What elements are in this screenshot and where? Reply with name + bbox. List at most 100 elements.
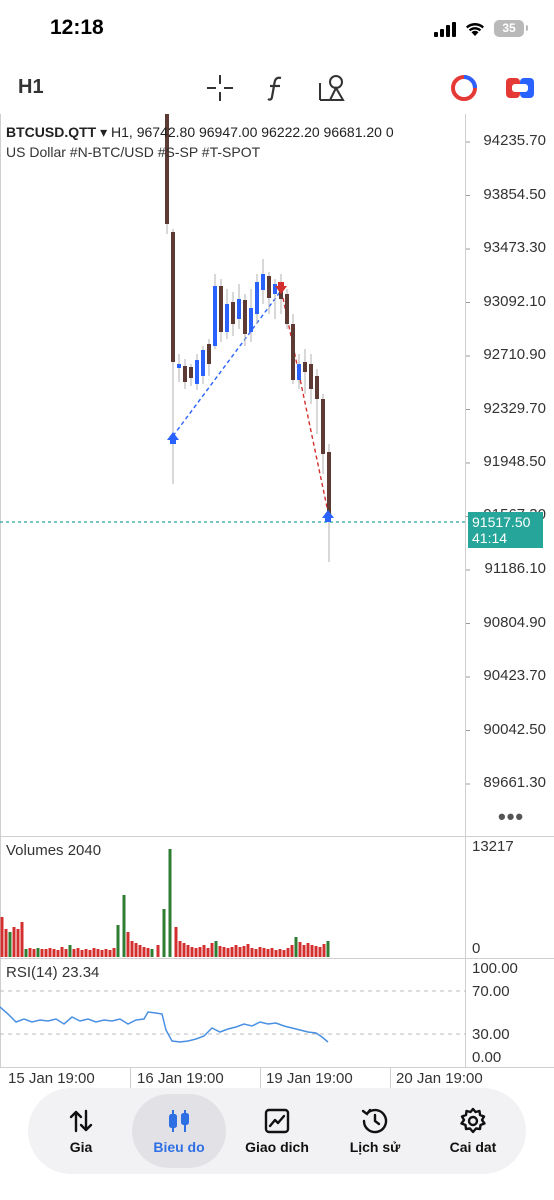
volume-bar bbox=[266, 949, 270, 957]
symbol-header[interactable]: BTCUSD.QTT ▾ H1, 96742.80 96947.00 96222… bbox=[6, 124, 394, 141]
volume-bar bbox=[168, 849, 172, 957]
volume-bar bbox=[134, 943, 138, 957]
volume-bar bbox=[138, 945, 142, 957]
volume-bar bbox=[306, 943, 310, 957]
price-label: 93854.50 bbox=[483, 186, 546, 203]
chart-area[interactable]: BTCUSD.QTT ▾ H1, 96742.80 96947.00 96222… bbox=[0, 114, 554, 1094]
volumes-min: 0 bbox=[472, 940, 481, 957]
volume-bar bbox=[20, 922, 24, 957]
volume-bar bbox=[76, 948, 80, 957]
rsi-level-label: 30.00 bbox=[472, 1026, 510, 1043]
volume-bar bbox=[282, 950, 286, 957]
signal-icon bbox=[434, 21, 456, 37]
candle-body bbox=[273, 284, 277, 294]
volume-bar bbox=[314, 946, 318, 957]
volume-bar bbox=[190, 947, 194, 957]
function-icon[interactable] bbox=[260, 72, 292, 104]
volume-bar bbox=[302, 945, 306, 957]
candle-body bbox=[195, 360, 199, 384]
volume-bar bbox=[326, 941, 330, 957]
date-label: 15 Jan 19:00 bbox=[8, 1070, 95, 1087]
candle-body bbox=[183, 366, 187, 382]
trade-icon[interactable] bbox=[448, 72, 480, 104]
trade-icon bbox=[264, 1108, 290, 1134]
date-label: 16 Jan 19:00 bbox=[137, 1070, 224, 1087]
chart-frame bbox=[0, 114, 554, 1068]
price-label: 91186.10 bbox=[484, 560, 546, 577]
nav-trade[interactable]: Giao dich bbox=[230, 1094, 324, 1168]
volume-bar bbox=[12, 927, 16, 957]
nav-label: Bieu do bbox=[153, 1139, 205, 1155]
nav-label: Gia bbox=[69, 1139, 93, 1155]
candle-body bbox=[201, 350, 205, 376]
price-axis-ticks bbox=[466, 141, 470, 785]
rsi-line bbox=[0, 1006, 329, 1043]
volume-bar bbox=[182, 943, 186, 957]
candle-body bbox=[165, 114, 169, 224]
volume-bar bbox=[210, 943, 214, 957]
timeframe-button[interactable]: H1 bbox=[18, 76, 44, 98]
nav-history[interactable]: Lịch sử bbox=[328, 1094, 422, 1168]
volume-bar bbox=[96, 949, 100, 957]
volume-bar bbox=[198, 947, 202, 957]
candle-body bbox=[255, 282, 259, 314]
volume-bar bbox=[68, 945, 72, 957]
volume-bar bbox=[310, 945, 314, 957]
volume-bar bbox=[72, 949, 76, 957]
volume-bar bbox=[36, 948, 40, 957]
volume-bar bbox=[238, 947, 242, 957]
trend-line-up bbox=[172, 291, 281, 437]
history-icon bbox=[361, 1108, 388, 1134]
candle-body bbox=[261, 274, 265, 290]
volume-bar bbox=[202, 945, 206, 957]
volume-bar bbox=[226, 948, 230, 957]
candle-body bbox=[285, 294, 289, 324]
price-label: 90804.90 bbox=[483, 614, 546, 631]
status-bar: 12:18 35 bbox=[0, 0, 554, 58]
volume-bar bbox=[88, 950, 92, 957]
volume-bar bbox=[64, 949, 68, 957]
candles-group bbox=[165, 114, 331, 562]
chart-toolbar: H1 bbox=[0, 62, 554, 114]
candle-body bbox=[327, 452, 331, 516]
objects-icon[interactable] bbox=[316, 72, 348, 104]
volume-bar bbox=[108, 950, 112, 957]
trend-line-down bbox=[282, 297, 329, 513]
rsi-level-label: 0.00 bbox=[472, 1049, 502, 1066]
nav-quotes[interactable]: Gia bbox=[34, 1094, 128, 1168]
bar-timer: 41:14 bbox=[472, 530, 508, 546]
chart-canvas[interactable] bbox=[0, 114, 554, 1094]
symbol-name[interactable]: BTCUSD.QTT bbox=[6, 124, 97, 140]
volume-bar bbox=[146, 948, 150, 957]
volume-bar bbox=[122, 895, 126, 957]
volume-bar bbox=[242, 946, 246, 957]
volume-bar bbox=[40, 949, 44, 957]
current-price-tag: 91517.50 41:14 bbox=[468, 512, 543, 548]
volume-bar bbox=[222, 947, 226, 957]
volume-bar bbox=[270, 948, 274, 957]
volume-bar bbox=[218, 946, 222, 957]
price-label: 93473.30 bbox=[483, 239, 546, 256]
price-label: 92329.70 bbox=[483, 400, 546, 417]
more-options-icon[interactable]: ••• bbox=[498, 804, 525, 829]
volume-bar bbox=[156, 945, 160, 957]
volume-bar bbox=[130, 941, 134, 957]
candle-body bbox=[243, 300, 247, 334]
volume-bar bbox=[84, 949, 88, 957]
nav-chart[interactable]: Bieu do bbox=[132, 1094, 226, 1168]
status-icons: 35 bbox=[434, 20, 528, 37]
nav-settings[interactable]: Cai dat bbox=[426, 1094, 520, 1168]
symbol-dropdown-icon[interactable]: ▾ bbox=[100, 124, 108, 140]
volume-bar bbox=[32, 949, 36, 957]
sell-arrow bbox=[275, 282, 287, 294]
battery-icon: 35 bbox=[494, 20, 528, 37]
volume-bar bbox=[298, 942, 302, 957]
volume-bar bbox=[4, 929, 8, 957]
candle-body bbox=[315, 376, 319, 399]
wifi-icon bbox=[466, 22, 484, 36]
crosshair-icon[interactable] bbox=[204, 72, 236, 104]
nav-label: Cai dat bbox=[449, 1139, 497, 1155]
one-click-icon[interactable] bbox=[504, 72, 536, 104]
candle-body bbox=[321, 399, 325, 454]
volume-bar bbox=[246, 944, 250, 957]
